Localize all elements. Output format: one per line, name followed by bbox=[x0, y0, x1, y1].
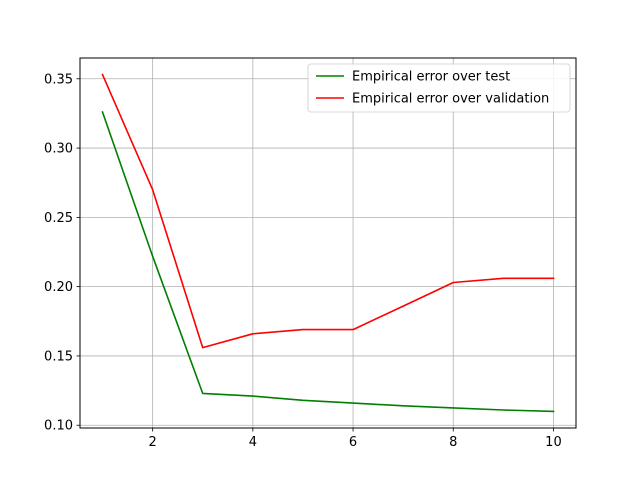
series-line-1 bbox=[101, 110, 555, 413]
y-tick-label: 0.10 bbox=[44, 419, 73, 434]
plot-frame bbox=[79, 57, 577, 429]
x-tick-label: 10 bbox=[545, 435, 562, 450]
axis-ticks: 2 4 6 8 10 0.10 0.15 0.20 0.25 0.30 0.35 bbox=[44, 72, 562, 450]
x-tick-label: 6 bbox=[349, 435, 357, 450]
y-tick-label: 0.20 bbox=[44, 280, 73, 295]
legend-label-2: Empirical error over validation bbox=[352, 92, 549, 107]
y-tick-label: 0.35 bbox=[44, 72, 73, 87]
x-tick-label: 2 bbox=[149, 435, 157, 450]
y-tick-label: 0.30 bbox=[44, 142, 73, 157]
y-tick-label: 0.15 bbox=[44, 349, 73, 364]
x-tick-label: 4 bbox=[249, 435, 257, 450]
legend: Empirical error over test Empirical error… bbox=[307, 63, 571, 113]
legend-label-1: Empirical error over test bbox=[352, 70, 510, 85]
legend-box bbox=[307, 63, 571, 113]
series-line-2 bbox=[101, 73, 555, 349]
y-tick-label: 0.25 bbox=[44, 211, 73, 226]
x-tick-label: 8 bbox=[449, 435, 457, 450]
series-lines bbox=[101, 73, 555, 413]
